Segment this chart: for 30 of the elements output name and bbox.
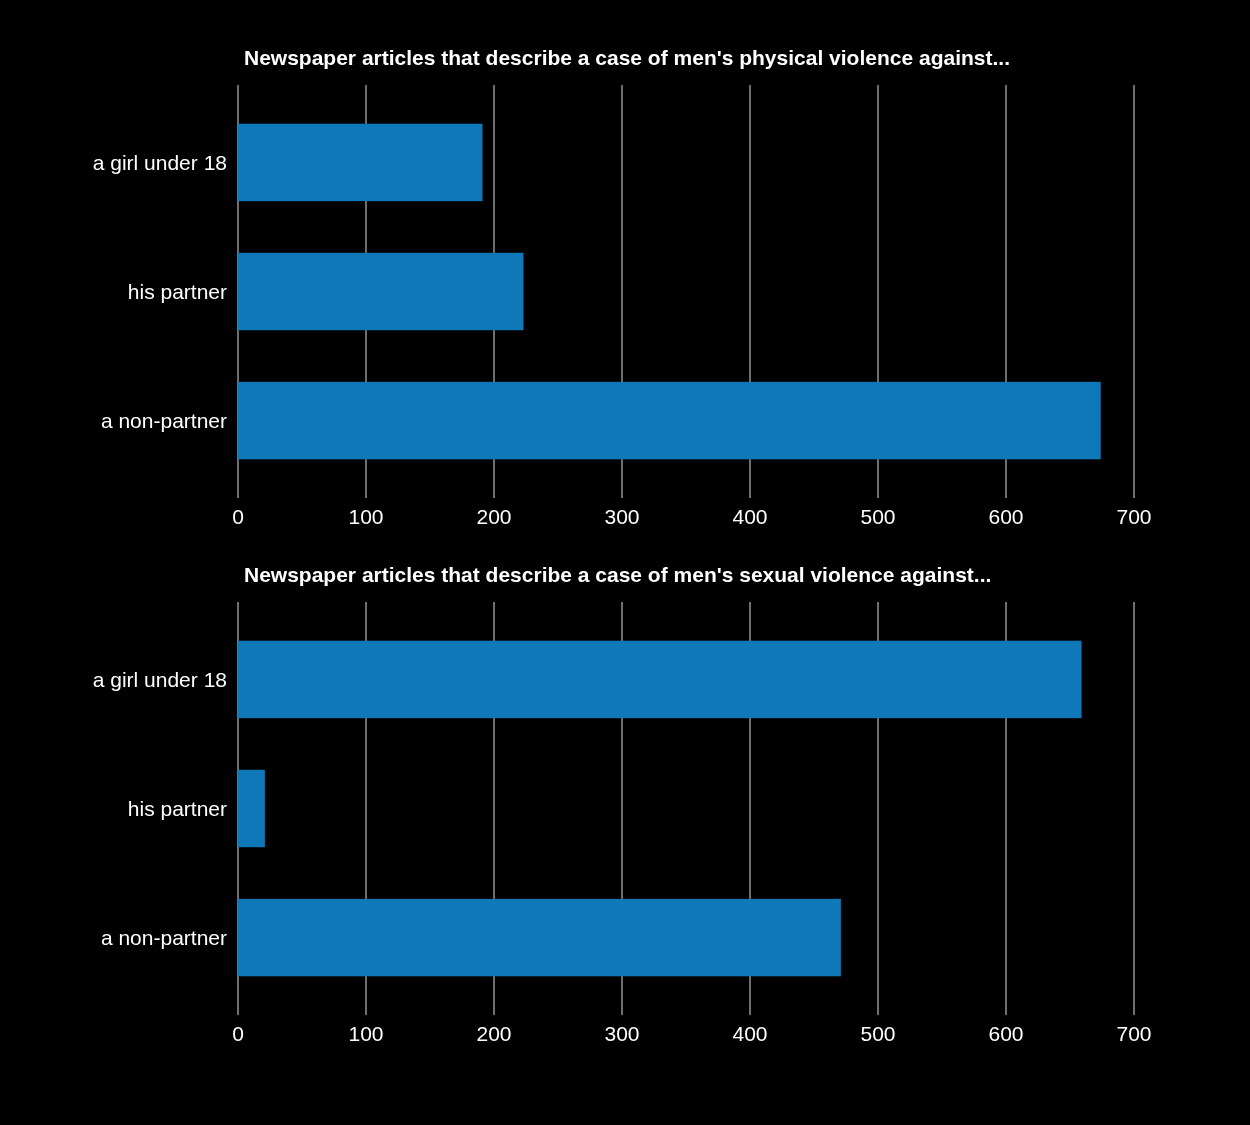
x-tick-label: 400 xyxy=(732,505,768,528)
chart-title: Newspaper articles that describe a case of men's sexual violence against... xyxy=(244,563,992,586)
bar xyxy=(238,381,1101,460)
x-tick-label: 300 xyxy=(604,1022,640,1045)
x-tick-label: 300 xyxy=(604,505,640,528)
x-tick-label: 200 xyxy=(476,1022,512,1045)
x-tick-label: 0 xyxy=(232,505,244,528)
x-tick-label: 700 xyxy=(1116,1022,1152,1045)
x-tick-label: 200 xyxy=(476,505,512,528)
bar xyxy=(238,640,1082,719)
y-tick-label: a girl under 18 xyxy=(92,667,227,691)
bar xyxy=(238,898,841,977)
y-tick-label: a non-partner xyxy=(100,408,227,432)
bar xyxy=(238,252,524,331)
x-tick-label: 600 xyxy=(988,1022,1024,1045)
chart-title: Newspaper articles that describe a case of men's physical violence against... xyxy=(244,46,1010,69)
bar xyxy=(238,769,265,848)
x-tick-label: 400 xyxy=(732,1022,768,1045)
y-tick-label: his partner xyxy=(127,279,227,303)
x-tick-label: 500 xyxy=(860,505,896,528)
x-tick-label: 100 xyxy=(348,505,384,528)
x-tick-label: 500 xyxy=(860,1022,896,1045)
x-tick-label: 700 xyxy=(1116,505,1152,528)
x-tick-label: 600 xyxy=(988,505,1024,528)
y-tick-label: a non-partner xyxy=(100,925,227,949)
x-tick-label: 0 xyxy=(232,1022,244,1045)
y-tick-label: his partner xyxy=(127,796,227,820)
x-tick-label: 100 xyxy=(348,1022,384,1045)
y-tick-label: a girl under 18 xyxy=(92,150,227,174)
bar xyxy=(238,123,483,202)
